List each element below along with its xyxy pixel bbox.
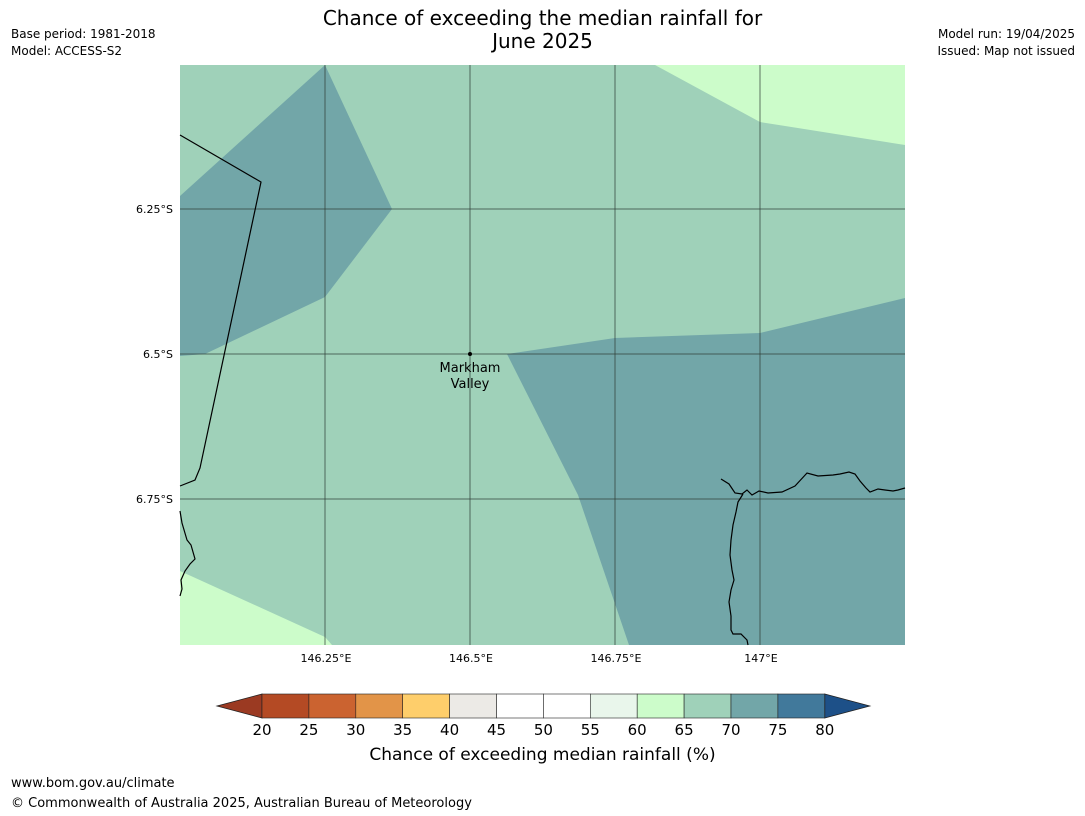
run-info: Model run: 19/04/2025 Issued: Map not is…: [937, 26, 1075, 60]
base-info: Base period: 1981-2018 Model: ACCESS-S2: [11, 26, 156, 60]
colorbar-segment: [543, 693, 591, 719]
west-coastline: [179, 510, 196, 597]
zone-60-65-northeast: [655, 65, 905, 145]
colorbar-caption: Chance of exceeding median rainfall (%): [369, 745, 716, 765]
markham-valley-marker: [468, 352, 472, 356]
boundary-lines: [179, 134, 906, 646]
colorbar-tick-label: 60: [628, 721, 647, 739]
zone-70-75-southeast: [507, 298, 905, 645]
colorbar: 20 25 30 35 40 45 50 55 60 65 70 75 80: [215, 693, 872, 739]
colorbar-extension-low: [215, 693, 263, 719]
lon-label-146-75: 146.75°E: [591, 652, 642, 665]
colorbar-tick-label: 30: [346, 721, 365, 739]
colorbar-segment: [261, 693, 310, 719]
lat-axis-labels: 6.25°S 6.5°S 6.75°S: [136, 203, 173, 506]
colorbar-tick-label: 40: [440, 721, 459, 739]
lat-label-6-5: 6.5°S: [143, 348, 173, 361]
lon-axis-labels: 146.25°E 146.5°E 146.75°E 147°E: [301, 652, 778, 665]
colorbar-segment: [449, 693, 497, 719]
footer-url: www.bom.gov.au/climate: [11, 776, 175, 791]
colorbar-segment: [730, 693, 779, 719]
issued-status: Issued: Map not issued: [937, 44, 1075, 58]
lon-label-147: 147°E: [744, 652, 777, 665]
place-label-line-1: Markham: [440, 361, 501, 376]
colorbar-tick-label: 80: [815, 721, 834, 739]
model-name: Model: ACCESS-S2: [11, 44, 123, 58]
base-period: Base period: 1981-2018: [11, 27, 156, 41]
model-run: Model run: 19/04/2025: [937, 27, 1075, 41]
colorbar-tick-label: 75: [768, 721, 787, 739]
title-line-2: June 2025: [492, 29, 593, 53]
place-label-line-2: Valley: [451, 377, 490, 392]
map-title: Chance of exceeding the median rainfall …: [0, 7, 1085, 53]
zone-60-65-southwest: [180, 571, 332, 645]
colorbar-tick-label: 25: [299, 721, 318, 739]
colorbar-segment: [496, 693, 544, 719]
colorbar-segment: [589, 693, 638, 719]
zone-70-75-northwest: [180, 65, 392, 356]
colorbar-tick-label: 65: [675, 721, 694, 739]
lat-label-6-25: 6.25°S: [136, 203, 173, 216]
colorbar-segment: [308, 693, 357, 719]
colorbar-tick-label: 35: [393, 721, 412, 739]
colorbar-segment: [636, 693, 685, 719]
colorbar-tick-label: 20: [252, 721, 271, 739]
colorbar-segment: [355, 693, 403, 719]
gridlines: [180, 65, 905, 645]
colorbar-segment: [777, 693, 826, 719]
provincial-boundary: [179, 134, 262, 487]
river: [728, 493, 749, 646]
map-area: Markham Valley: [179, 65, 906, 646]
footer-copyright: © Commonwealth of Australia 2025, Austra…: [11, 796, 472, 811]
east-coastline: [720, 471, 906, 496]
colorbar-tick-label: 55: [581, 721, 600, 739]
colorbar-tick-label: 45: [487, 721, 506, 739]
colorbar-extension-high: [824, 693, 872, 719]
lon-label-146-25: 146.25°E: [301, 652, 352, 665]
title-line-1: Chance of exceeding the median rainfall …: [322, 6, 763, 30]
colorbar-tick-label: 70: [721, 721, 740, 739]
colorbar-segment: [683, 693, 732, 719]
colorbar-segment: [402, 693, 450, 719]
lon-label-146-5: 146.5°E: [449, 652, 493, 665]
colorbar-tick-label: 50: [534, 721, 553, 739]
lat-label-6-75: 6.75°S: [136, 493, 173, 506]
